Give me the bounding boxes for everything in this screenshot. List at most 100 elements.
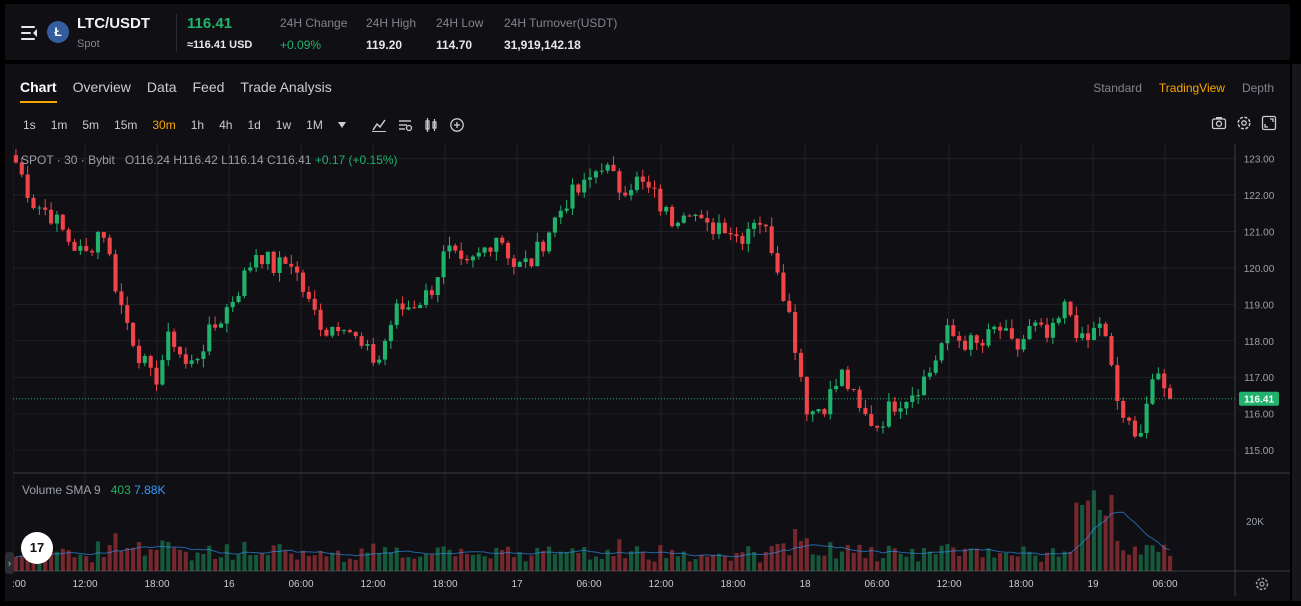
volume-bar: [664, 558, 669, 571]
volume-bar: [992, 557, 997, 571]
candle-body: [459, 250, 464, 259]
add-indicator-icon[interactable]: [449, 117, 465, 133]
volume-bar: [1050, 548, 1055, 571]
view-tradingview[interactable]: TradingView: [1158, 81, 1225, 95]
candle-body: [1027, 325, 1032, 340]
candle-body: [582, 179, 587, 193]
candle-type-icon[interactable]: [423, 117, 439, 133]
interval-4h[interactable]: 4h: [219, 118, 233, 132]
candle-body: [1091, 327, 1096, 340]
volume-bar: [1127, 554, 1132, 571]
interval-1m[interactable]: 1m: [50, 118, 68, 132]
interval-1w[interactable]: 1w: [275, 118, 292, 132]
price-tick-label: 120.00: [1244, 264, 1275, 275]
candle-body: [90, 250, 95, 253]
volume-bar: [488, 558, 493, 571]
interval-5m[interactable]: 5m: [82, 118, 100, 132]
candlestick-chart[interactable]: 116.41 115.00 116.00 117.00 118.00 119.00 120.…: [13, 144, 1290, 596]
view-standard[interactable]: Standard: [1093, 81, 1142, 95]
volume-bar: [857, 544, 862, 571]
settings-icon[interactable]: [1236, 115, 1252, 131]
interval-bar: 1s 1m 5m 15m 30m 1h 4h 1d 1w 1M: [23, 117, 475, 133]
volume-bar: [218, 557, 224, 571]
trading-pair[interactable]: LTC/USDT: [77, 15, 151, 32]
candle-body: [113, 254, 118, 292]
volume-bar: [1033, 555, 1038, 571]
volume-bar: [1168, 555, 1173, 571]
candle-body: [107, 237, 112, 255]
volume-bar: [752, 551, 757, 571]
candle-body: [31, 197, 36, 209]
candle-body: [470, 256, 475, 261]
camera-icon[interactable]: [1211, 115, 1227, 131]
fullscreen-icon[interactable]: [1261, 115, 1277, 131]
volume-bar: [623, 558, 628, 571]
volume-bar: [962, 548, 968, 571]
menu-icon[interactable]: [21, 26, 37, 40]
tab-trade-analysis[interactable]: Trade Analysis: [240, 79, 332, 95]
candle-body: [986, 329, 991, 346]
volume-bar: [166, 541, 171, 571]
candle-body: [517, 262, 522, 267]
candle-body: [453, 245, 458, 251]
candle-body: [377, 359, 382, 363]
tab-overview[interactable]: Overview: [72, 79, 131, 95]
candle-body: [1144, 403, 1149, 433]
volume-bar: [593, 556, 598, 571]
candle-body: [1039, 322, 1044, 325]
volume-bar: [1103, 515, 1108, 571]
tab-chart[interactable]: Chart: [20, 79, 57, 103]
interval-1d[interactable]: 1d: [247, 118, 261, 132]
volume-bar: [998, 553, 1003, 571]
volume-bar: [49, 551, 54, 571]
volume-bar: [242, 541, 247, 571]
candle-body: [423, 290, 429, 306]
candle-body: [822, 409, 827, 415]
candle-body: [746, 228, 751, 244]
interval-15m[interactable]: 15m: [114, 118, 138, 132]
volume-bar: [347, 558, 352, 571]
collapse-toolbar-handle[interactable]: ›: [5, 552, 14, 574]
candle-body: [300, 272, 306, 292]
time-tick-label: 16: [223, 579, 235, 590]
interval-1s[interactable]: 1s: [23, 118, 36, 132]
volume-bar: [980, 557, 985, 571]
interval-30m[interactable]: 30m: [152, 118, 176, 132]
indicator-icon[interactable]: [371, 117, 387, 133]
volume-bar: [629, 551, 634, 571]
candle-body: [1097, 323, 1102, 328]
volume-bar: [207, 545, 212, 571]
volume-bar: [916, 561, 921, 571]
volume-bar: [945, 544, 950, 571]
stat-24h-change: 24H Change +0.09%: [280, 16, 347, 52]
price-tick-label: 118.00: [1244, 337, 1274, 348]
volume-bar: [95, 541, 100, 571]
volume-bar: [13, 556, 18, 571]
view-depth[interactable]: Depth: [1241, 81, 1274, 95]
interval-1h[interactable]: 1h: [190, 118, 205, 132]
tradingview-logo[interactable]: 17: [21, 532, 53, 564]
interval-1M[interactable]: 1M: [306, 118, 323, 132]
tab-data[interactable]: Data: [146, 79, 177, 95]
axis-settings-icon[interactable]: [1254, 576, 1270, 592]
volume-bar: [324, 556, 329, 571]
candle-body: [629, 190, 634, 196]
chart-settings-icon[interactable]: [397, 117, 413, 133]
volume-bar: [131, 547, 136, 571]
volume-bar: [248, 555, 253, 571]
interval-dropdown-icon[interactable]: [337, 122, 346, 128]
volume-bar: [359, 548, 364, 571]
candle-body: [1062, 301, 1067, 319]
stat-value: 114.70: [436, 38, 473, 52]
candle-body: [154, 367, 159, 385]
candle-body: [429, 290, 434, 296]
volume-bar: [500, 549, 505, 571]
volume-bar: [892, 548, 897, 571]
candle-body: [541, 241, 546, 252]
volume-bar: [1062, 551, 1067, 571]
volume-bar: [423, 553, 429, 571]
candle-body: [980, 342, 985, 346]
tab-feed[interactable]: Feed: [192, 79, 225, 95]
candle-body: [418, 305, 423, 309]
candle-body: [359, 336, 364, 346]
